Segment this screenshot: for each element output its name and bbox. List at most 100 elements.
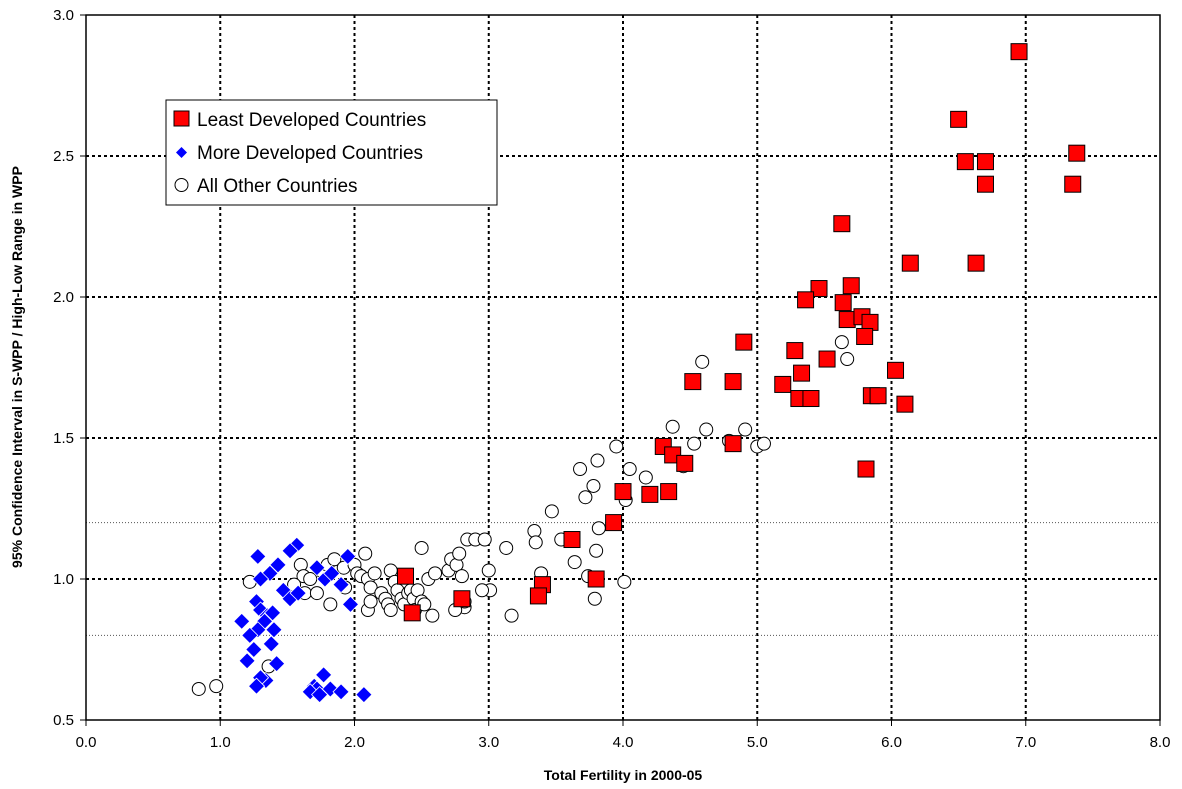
x-tick-label: 2.0: [344, 734, 365, 751]
point-more-developed: [323, 564, 341, 582]
point-least-developed: [834, 294, 852, 312]
point-more-developed: [311, 686, 329, 704]
point-other: [586, 478, 601, 493]
point-more-developed: [233, 612, 251, 630]
point-least-developed: [660, 483, 678, 501]
y-tick-label: 2.5: [53, 148, 74, 165]
point-least-developed: [833, 215, 851, 233]
point-other: [840, 352, 855, 367]
point-other: [589, 543, 604, 558]
point-other: [454, 569, 469, 584]
point-other: [303, 572, 318, 586]
point-least-developed: [802, 390, 820, 408]
point-other: [834, 335, 849, 350]
point-more-developed: [288, 536, 306, 554]
x-axis-label: Total Fertility in 2000-05: [544, 767, 703, 783]
point-other: [622, 462, 637, 477]
point-least-developed: [453, 590, 471, 608]
point-least-developed: [842, 277, 860, 295]
point-other: [665, 419, 680, 434]
point-least-developed: [887, 361, 905, 379]
y-tick-label: 1.0: [53, 571, 74, 588]
point-other: [578, 490, 593, 505]
x-tick-label: 6.0: [881, 734, 902, 751]
legend-label-more-developed: More Developed Countries: [197, 143, 423, 164]
point-other: [617, 574, 632, 589]
point-least-developed: [1064, 175, 1082, 193]
point-least-developed: [950, 110, 968, 128]
x-tick-label: 4.0: [613, 734, 634, 751]
x-tick-label: 0.0: [76, 734, 97, 751]
point-more-developed: [261, 564, 279, 582]
point-more-developed: [262, 635, 280, 653]
point-other: [209, 679, 224, 694]
point-other: [363, 594, 378, 609]
point-other: [414, 540, 429, 555]
point-more-developed: [289, 584, 307, 602]
x-tick-label: 7.0: [1015, 734, 1036, 751]
point-other: [756, 436, 771, 451]
point-least-developed: [614, 483, 632, 501]
point-least-developed: [793, 364, 811, 382]
point-other: [699, 422, 714, 437]
point-other: [481, 563, 496, 578]
point-least-developed: [529, 587, 547, 605]
point-other: [528, 535, 543, 550]
point-other: [609, 439, 624, 454]
point-other: [504, 608, 519, 623]
point-more-developed: [245, 640, 263, 659]
point-more-developed: [281, 542, 299, 560]
point-least-developed: [774, 375, 792, 393]
point-least-developed: [838, 311, 856, 329]
y-tick-label: 2.0: [53, 289, 74, 306]
legend-label-least-developed: Least Developed Countries: [197, 110, 426, 131]
point-other: [428, 566, 443, 581]
point-other: [638, 470, 653, 485]
point-least-developed: [605, 514, 623, 532]
point-other: [367, 566, 382, 581]
point-other: [573, 462, 588, 477]
point-other: [738, 422, 753, 437]
point-more-developed: [355, 686, 373, 704]
point-more-developed: [249, 547, 267, 566]
point-other: [695, 354, 710, 369]
point-least-developed: [563, 531, 581, 549]
point-least-developed: [896, 395, 914, 413]
point-more-developed: [341, 595, 360, 613]
point-other: [544, 504, 559, 519]
point-least-developed: [956, 153, 974, 171]
point-more-developed: [315, 666, 333, 684]
point-more-developed: [265, 621, 283, 639]
legend: Least Developed Countries More Developed…: [165, 99, 498, 206]
point-least-developed: [818, 350, 836, 368]
y-axis-label: 95% Confidence Interval in S-WPP / High-…: [9, 166, 25, 568]
point-more-developed: [332, 576, 350, 594]
y-tick-label: 0.5: [53, 712, 74, 729]
x-tick-label: 3.0: [478, 734, 499, 751]
point-least-developed: [786, 342, 804, 360]
point-other: [687, 436, 702, 451]
point-least-developed: [587, 570, 605, 588]
y-tick-label: 3.0: [53, 7, 74, 24]
legend-box: [165, 99, 498, 206]
point-least-developed: [397, 567, 415, 585]
legend-swatch-other: [174, 178, 189, 192]
point-more-developed: [339, 547, 357, 566]
x-tick-label: 8.0: [1150, 734, 1171, 751]
x-tick-label: 1.0: [210, 734, 231, 751]
point-other: [191, 681, 206, 696]
point-least-developed: [869, 387, 887, 405]
point-least-developed: [797, 291, 815, 309]
ticks: 0.0 1.0 2.0 3.0 4.0 5.0 6.0 7.0 8.0 0.5 1.0 1.5 2.0 2…: [53, 7, 1170, 751]
point-least-developed: [901, 254, 919, 272]
point-least-developed: [403, 604, 421, 622]
point-other: [309, 586, 324, 601]
point-more-developed: [308, 559, 326, 577]
point-other: [587, 591, 602, 606]
point-least-developed: [724, 435, 742, 453]
point-other: [425, 608, 440, 623]
point-more-developed: [247, 677, 266, 695]
point-other: [363, 580, 378, 595]
point-other: [327, 552, 342, 567]
point-other: [590, 453, 605, 468]
